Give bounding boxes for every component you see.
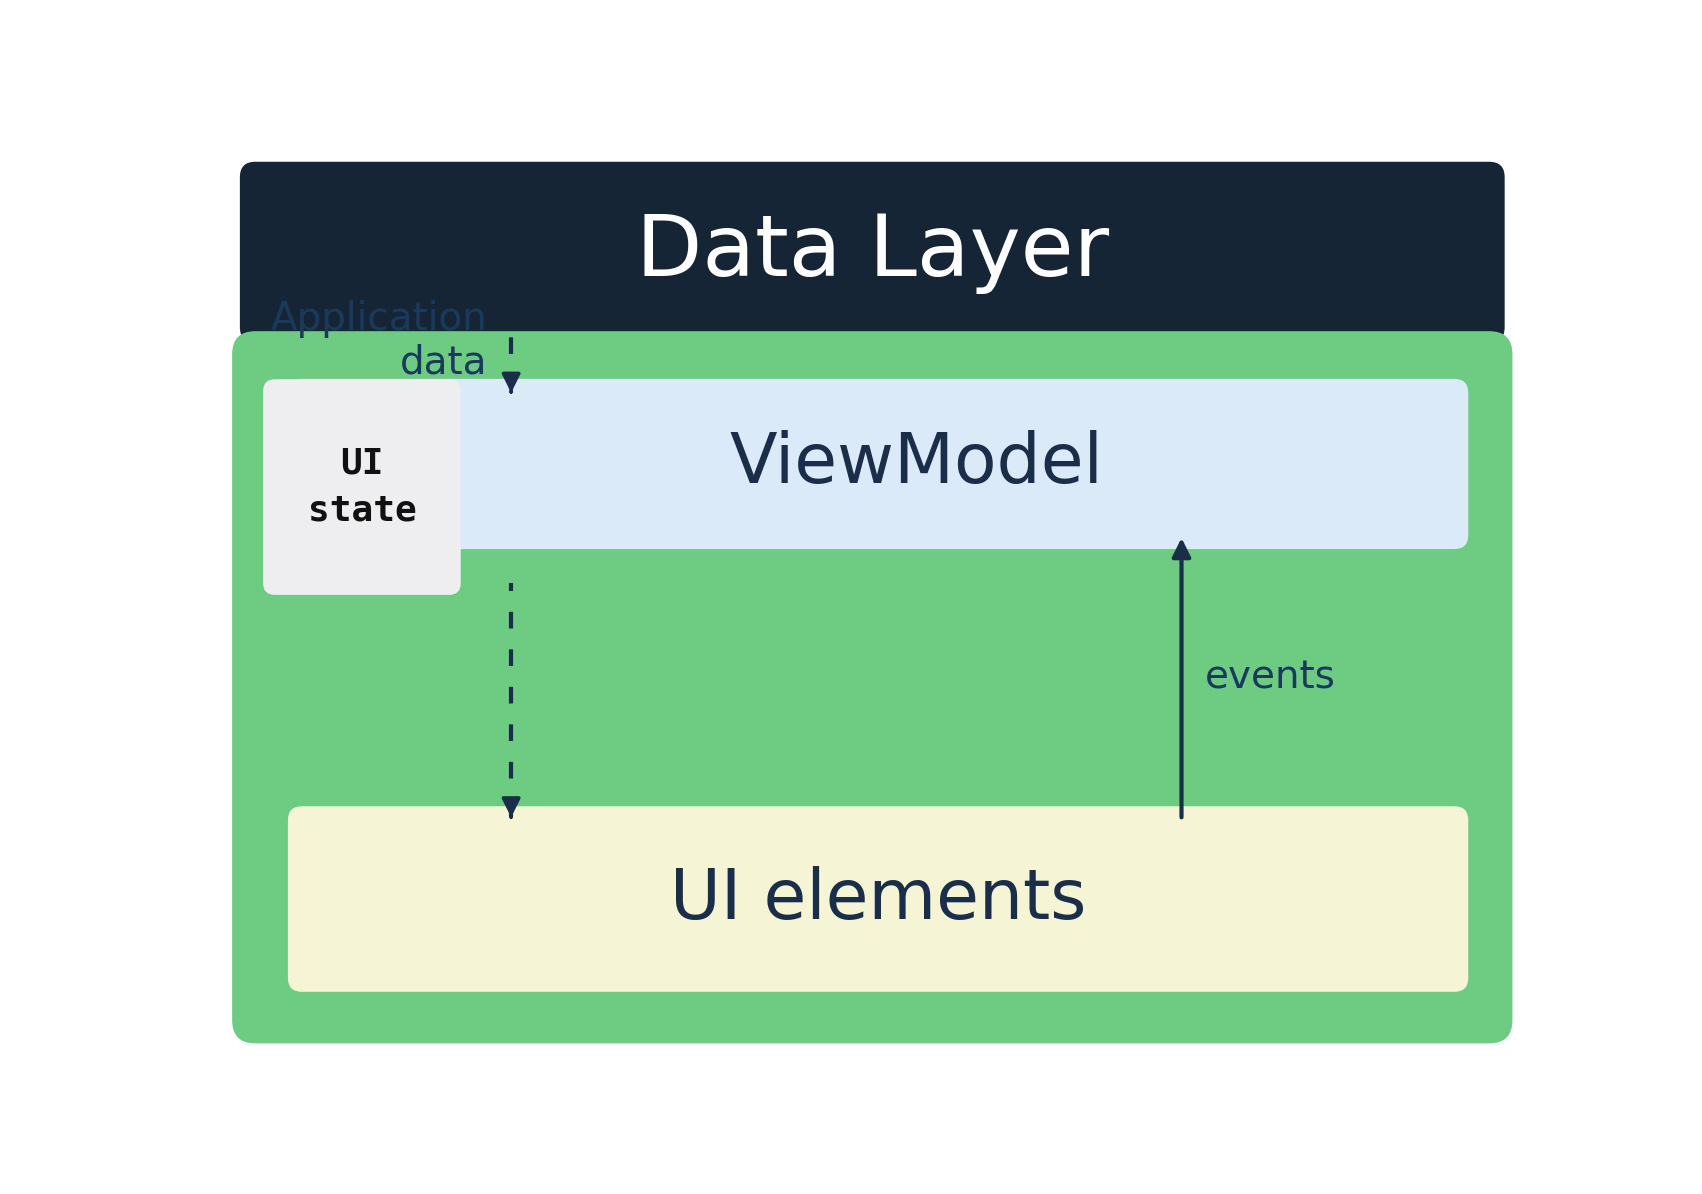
Text: UI Layer: UI Layer <box>1156 389 1454 458</box>
FancyBboxPatch shape <box>264 380 461 595</box>
Text: Data Layer: Data Layer <box>637 210 1108 294</box>
FancyBboxPatch shape <box>288 806 1469 992</box>
Text: ViewModel: ViewModel <box>730 431 1105 498</box>
FancyBboxPatch shape <box>240 161 1505 343</box>
FancyBboxPatch shape <box>288 378 1469 549</box>
Text: UI
state: UI state <box>308 447 417 528</box>
Text: Application
data: Application data <box>271 300 488 382</box>
Text: events: events <box>1205 659 1336 696</box>
FancyBboxPatch shape <box>231 331 1513 1044</box>
Text: UI elements: UI elements <box>671 866 1086 933</box>
